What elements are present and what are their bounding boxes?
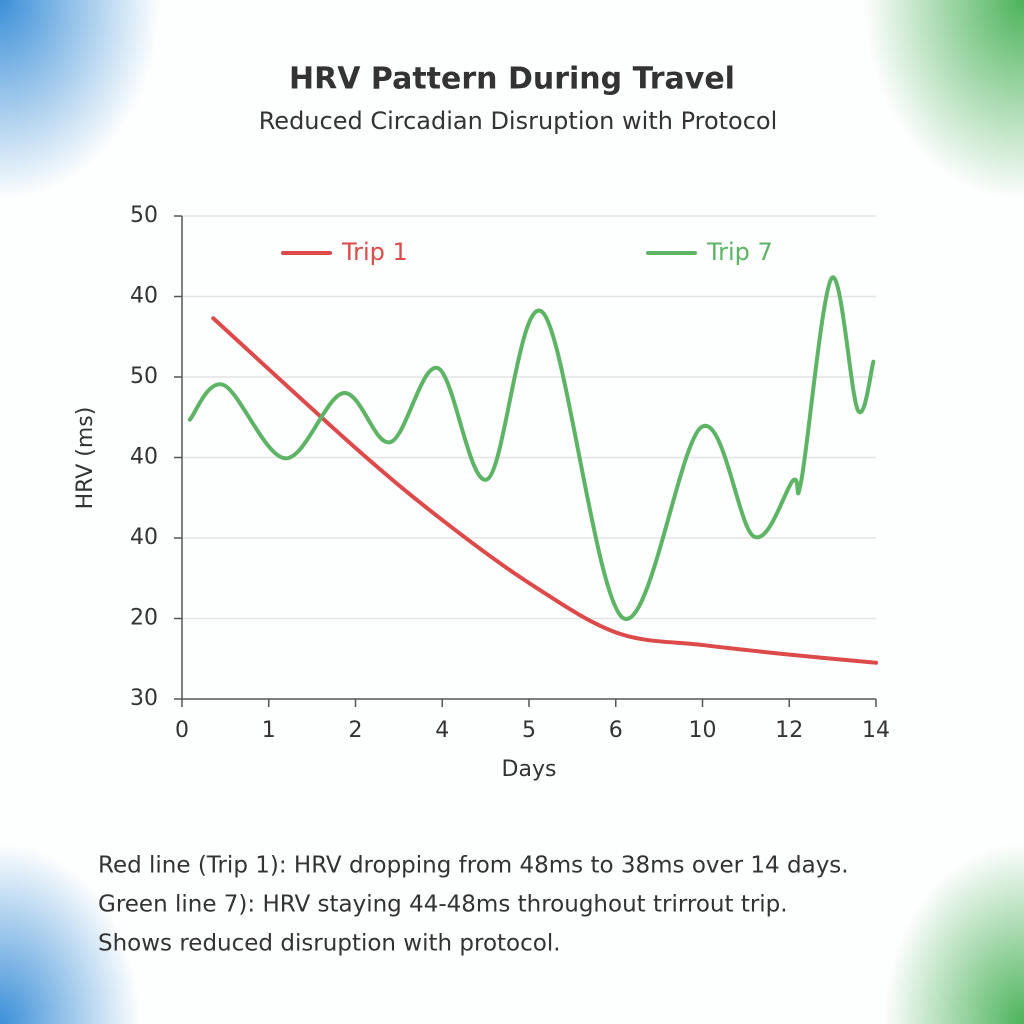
corner-glow xyxy=(864,0,1024,200)
corner-glow xyxy=(0,844,140,1024)
note: Green line 7): HRV staying 44-48ms throu… xyxy=(98,892,788,918)
x-axis-label: Days xyxy=(502,757,557,782)
legend-label: Trip 7 xyxy=(706,238,773,266)
y-tick-label: 40 xyxy=(130,525,158,550)
legend-label: Trip 1 xyxy=(341,238,408,266)
y-axis-label: HRV (ms) xyxy=(73,407,98,510)
line xyxy=(187,275,876,621)
y-tick-label: 50 xyxy=(130,203,158,228)
x-tick-label: 1 xyxy=(262,718,276,743)
x-tick-label: 5 xyxy=(522,718,536,743)
x-tick-label: 4 xyxy=(435,718,449,743)
note: Red line (Trip 1): HRV dropping from 48m… xyxy=(98,853,849,879)
x-tick-label: 12 xyxy=(775,718,803,743)
x-tick-label: 0 xyxy=(175,718,189,743)
y-tick-label: 50 xyxy=(130,364,158,389)
note: Shows reduced disruption with protocol. xyxy=(98,931,561,957)
x-tick-label: 6 xyxy=(609,718,623,743)
y-tick-label: 40 xyxy=(130,284,158,309)
chart-subtitle: Reduced Circadian Disruption with Protoc… xyxy=(259,107,778,135)
corner-glow xyxy=(884,844,1024,1024)
y-tick-label: 40 xyxy=(130,445,158,470)
y-tick-label: 20 xyxy=(130,606,158,631)
corner-glow xyxy=(0,0,160,200)
chart-title: HRV Pattern During Travel xyxy=(289,62,735,97)
line xyxy=(211,316,878,665)
x-tick-label: 2 xyxy=(349,718,363,743)
x-tick-label: 14 xyxy=(862,718,890,743)
y-tick-label: 30 xyxy=(130,686,158,711)
x-tick-label: 10 xyxy=(689,718,717,743)
